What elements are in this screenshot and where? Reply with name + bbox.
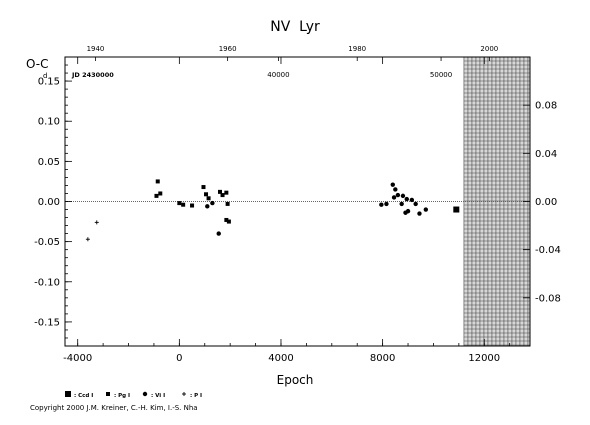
legend-label: : Vi I <box>151 393 165 399</box>
data-point <box>94 220 99 225</box>
year-tick-label: 1940 <box>87 45 105 53</box>
y-tick-label: 0.15 <box>38 77 60 88</box>
shaded-region <box>463 56 530 346</box>
data-point <box>417 211 422 216</box>
data-point <box>181 202 186 207</box>
x-axis: -4000 0 4000 8000 12000 <box>63 57 511 364</box>
data-point <box>206 196 211 201</box>
data-point <box>225 201 230 206</box>
y-axis-unit: d <box>43 72 47 80</box>
x-tick-label: 12000 <box>468 353 500 364</box>
data-point <box>453 206 460 213</box>
data-point <box>399 201 404 207</box>
y2-tick-label: 0.00 <box>535 197 557 208</box>
data-point <box>379 202 384 207</box>
legend-item: : Vi I <box>142 391 165 399</box>
legend-label: : Pg I <box>114 393 130 399</box>
data-point <box>384 201 389 207</box>
year-tick-label: 1980 <box>348 45 366 53</box>
y-axis-label: O-C <box>26 57 49 71</box>
data-point <box>395 192 401 198</box>
data-point <box>218 189 222 194</box>
data-point <box>154 193 159 198</box>
data-point <box>409 197 415 203</box>
year-tick-label: 1960 <box>219 45 237 53</box>
legend-marker <box>182 392 186 396</box>
y2-tick-label: 0.04 <box>535 149 557 160</box>
data-point <box>224 190 229 195</box>
year-tick-label: 2000 <box>480 45 498 53</box>
data-point <box>204 192 209 197</box>
legend-label: : Ccd I <box>74 393 93 399</box>
jd-label: JD 2430000 <box>71 71 114 79</box>
copyright-notice: Copyright 2000 J.M. Kreiner, C.-H. Kim, … <box>30 404 198 412</box>
legend-marker <box>142 391 148 397</box>
legend-item: : P I <box>182 392 202 399</box>
x-tick-label: 4000 <box>268 353 293 364</box>
y-tick-label: -0.05 <box>34 237 60 248</box>
data-point <box>405 208 411 214</box>
legend-label: : P I <box>190 393 202 399</box>
y-tick-label: -0.15 <box>34 317 60 328</box>
data-point <box>224 217 229 222</box>
y2-tick-label: -0.04 <box>535 245 561 256</box>
data-points <box>85 179 460 242</box>
legend: : Ccd I : Pg I : Vi I : P I <box>65 391 202 399</box>
y-axis-right: 0.08 0.04 0.00 -0.04 -0.08 <box>523 101 561 304</box>
data-point <box>391 195 397 200</box>
y-axis-title: O-C <box>26 57 49 71</box>
chart-title: NV Lyr <box>270 19 320 35</box>
jd-tick-label: 50000 <box>430 71 452 79</box>
data-point <box>390 182 395 187</box>
top-axis: 1940 1960 1980 2000 40000 50000 <box>87 45 499 79</box>
y2-tick-label: -0.08 <box>535 293 561 304</box>
y-tick-label: 0.10 <box>38 117 60 128</box>
y-tick-label: 0.00 <box>38 197 60 208</box>
data-point <box>201 185 206 190</box>
data-point <box>190 203 195 208</box>
data-point <box>413 201 418 207</box>
data-point <box>400 193 406 199</box>
data-point <box>205 204 210 209</box>
x-tick-label: 8000 <box>370 353 395 364</box>
x-tick-label: -4000 <box>63 353 92 364</box>
data-point <box>155 179 160 184</box>
data-point <box>158 191 163 196</box>
data-point <box>393 187 398 192</box>
x-axis-title: Epoch <box>277 373 314 387</box>
y-tick-label: -0.10 <box>34 277 60 288</box>
legend-marker <box>106 392 110 396</box>
data-point <box>226 219 231 224</box>
data-point <box>216 231 221 236</box>
data-point <box>220 193 225 198</box>
y-tick-label: 0.05 <box>38 157 60 168</box>
y2-tick-label: 0.08 <box>535 101 557 112</box>
legend-item: : Ccd I <box>65 391 93 399</box>
data-point <box>177 201 182 206</box>
data-point <box>404 196 409 202</box>
legend-item: : Pg I <box>106 392 130 399</box>
legend-marker <box>65 391 71 397</box>
x-tick-label: 0 <box>176 353 182 364</box>
data-point <box>85 237 90 242</box>
jd-tick-label: 40000 <box>267 71 289 79</box>
data-point <box>210 200 215 206</box>
data-point <box>423 207 429 212</box>
y-axis: 0.15 0.10 0.05 0.00 -0.05 -0.10 -0.15 <box>34 64 72 339</box>
